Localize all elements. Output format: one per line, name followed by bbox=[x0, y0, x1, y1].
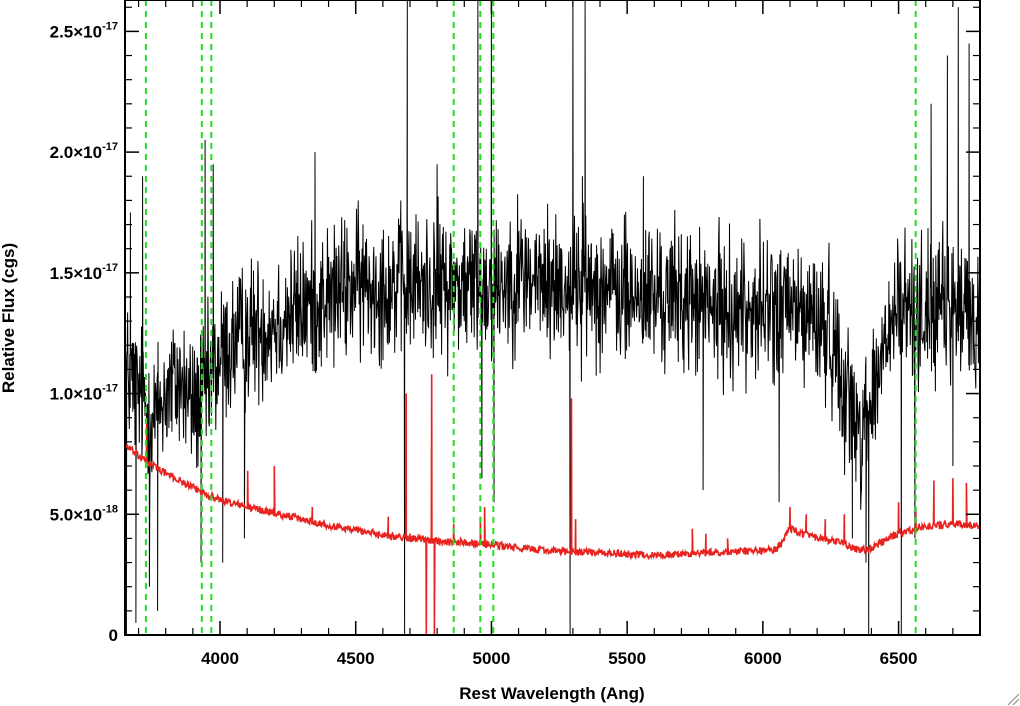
y-tick-label: 1.0×10-17 bbox=[50, 383, 118, 404]
series-layer bbox=[125, 0, 980, 635]
x-tick-label: 5000 bbox=[473, 649, 511, 668]
axis-ticks bbox=[125, 0, 981, 636]
resize-grip-icon[interactable] bbox=[1007, 693, 1020, 706]
y-tick-label: 2.5×10-17 bbox=[50, 20, 118, 41]
y-tick-label: 1.5×10-17 bbox=[50, 262, 118, 283]
x-tick-label: 6000 bbox=[744, 649, 782, 668]
y-tick-label: 0 bbox=[109, 626, 118, 645]
tick-labels: 4000 4500 5000 5500 6000 6500 0 5.0×10-18 1.0×10… bbox=[50, 20, 918, 668]
emission-line-markers bbox=[144, 0, 917, 635]
y-tick-label: 5.0×10-18 bbox=[50, 503, 118, 524]
x-axis-title: Rest Wavelength (Ang) bbox=[459, 684, 644, 703]
x-tick-label: 6500 bbox=[880, 649, 918, 668]
y-tick-label: 2.0×10-17 bbox=[50, 141, 118, 162]
x-tick-label: 4000 bbox=[201, 649, 239, 668]
series-observed-line bbox=[125, 0, 980, 635]
x-tick-label: 4500 bbox=[337, 649, 375, 668]
series-model-line bbox=[125, 374, 980, 635]
plot-frame bbox=[124, 0, 981, 636]
x-tick-label: 5500 bbox=[608, 649, 646, 668]
y-axis-title: Relative Flux (cgs) bbox=[0, 243, 18, 393]
